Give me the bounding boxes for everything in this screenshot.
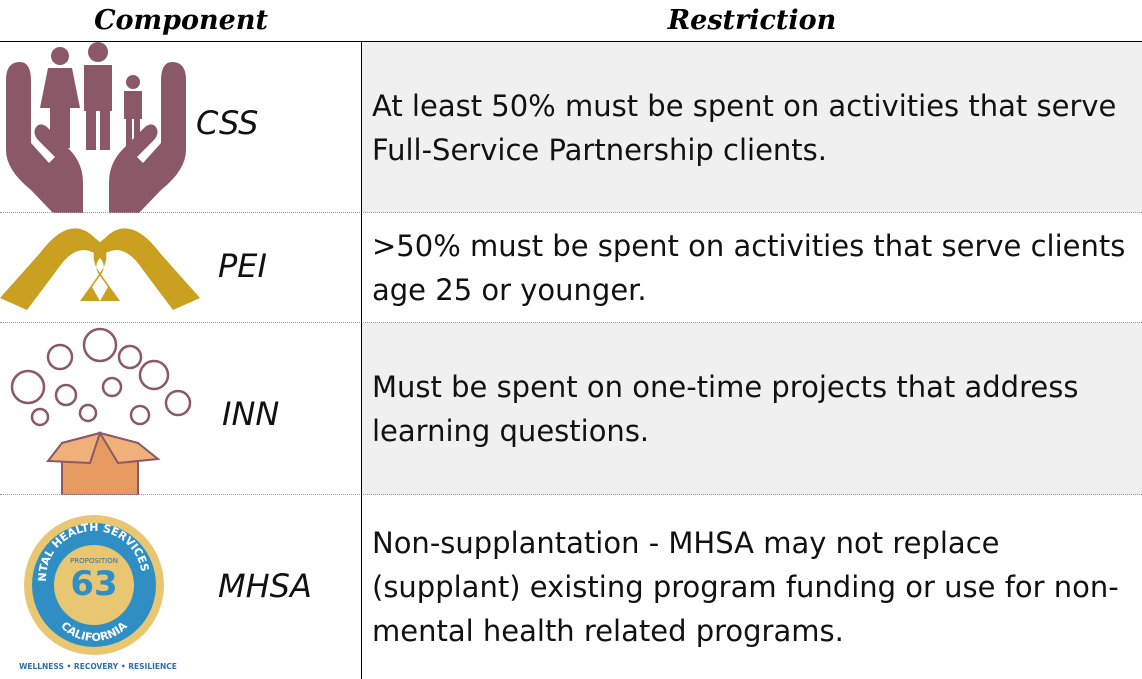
header-rule (0, 41, 1142, 42)
header-component: Component (94, 5, 268, 36)
component-label: CSS (196, 104, 259, 142)
header-restriction: Restriction (667, 5, 837, 36)
seal-tagline: WELLNESS • RECOVERY • RESILIENCE (19, 662, 177, 671)
row-mhsa: MENTAL HEALTH SERVICES ACT CALIFORNIA PR… (0, 495, 1142, 679)
heart-hands-icon (0, 228, 200, 310)
mhsa-seal: MENTAL HEALTH SERVICES ACT CALIFORNIA PR… (0, 495, 177, 671)
row-css: CSS At least 50% must be spent on activi… (0, 42, 1142, 213)
row-pei: PEI >50% must be spent on activities tha… (0, 213, 1142, 323)
column-rule (361, 42, 362, 679)
restriction-cell: Must be spent on one-time projects that … (362, 323, 1142, 495)
row-separator (0, 212, 1142, 213)
idea-box-icon (10, 327, 192, 495)
restriction-cell: Non-supplantation - MHSA may not replace… (362, 495, 1142, 679)
restriction-text: Must be spent on one-time projects that … (372, 370, 1079, 448)
row-separator (0, 322, 1142, 323)
restriction-cell: >50% must be spent on activities that se… (362, 213, 1142, 323)
row-inn: INN Must be spent on one-time projects t… (0, 323, 1142, 495)
restriction-text: >50% must be spent on activities that se… (372, 229, 1126, 307)
component-label: PEI (218, 247, 267, 285)
row-separator (0, 494, 1142, 495)
restriction-text: At least 50% must be spent on activities… (362, 42, 1142, 213)
seal-proposition: PROPOSITION (70, 557, 118, 565)
restriction-text: At least 50% must be spent on activities… (372, 88, 1117, 167)
family-hands-icon (6, 42, 186, 213)
seal-number: 63 (70, 564, 117, 604)
component-label: MHSA (218, 567, 312, 605)
restriction-text: Non-supplantation - MHSA may not replace… (372, 526, 1119, 648)
component-label: INN (222, 395, 280, 433)
